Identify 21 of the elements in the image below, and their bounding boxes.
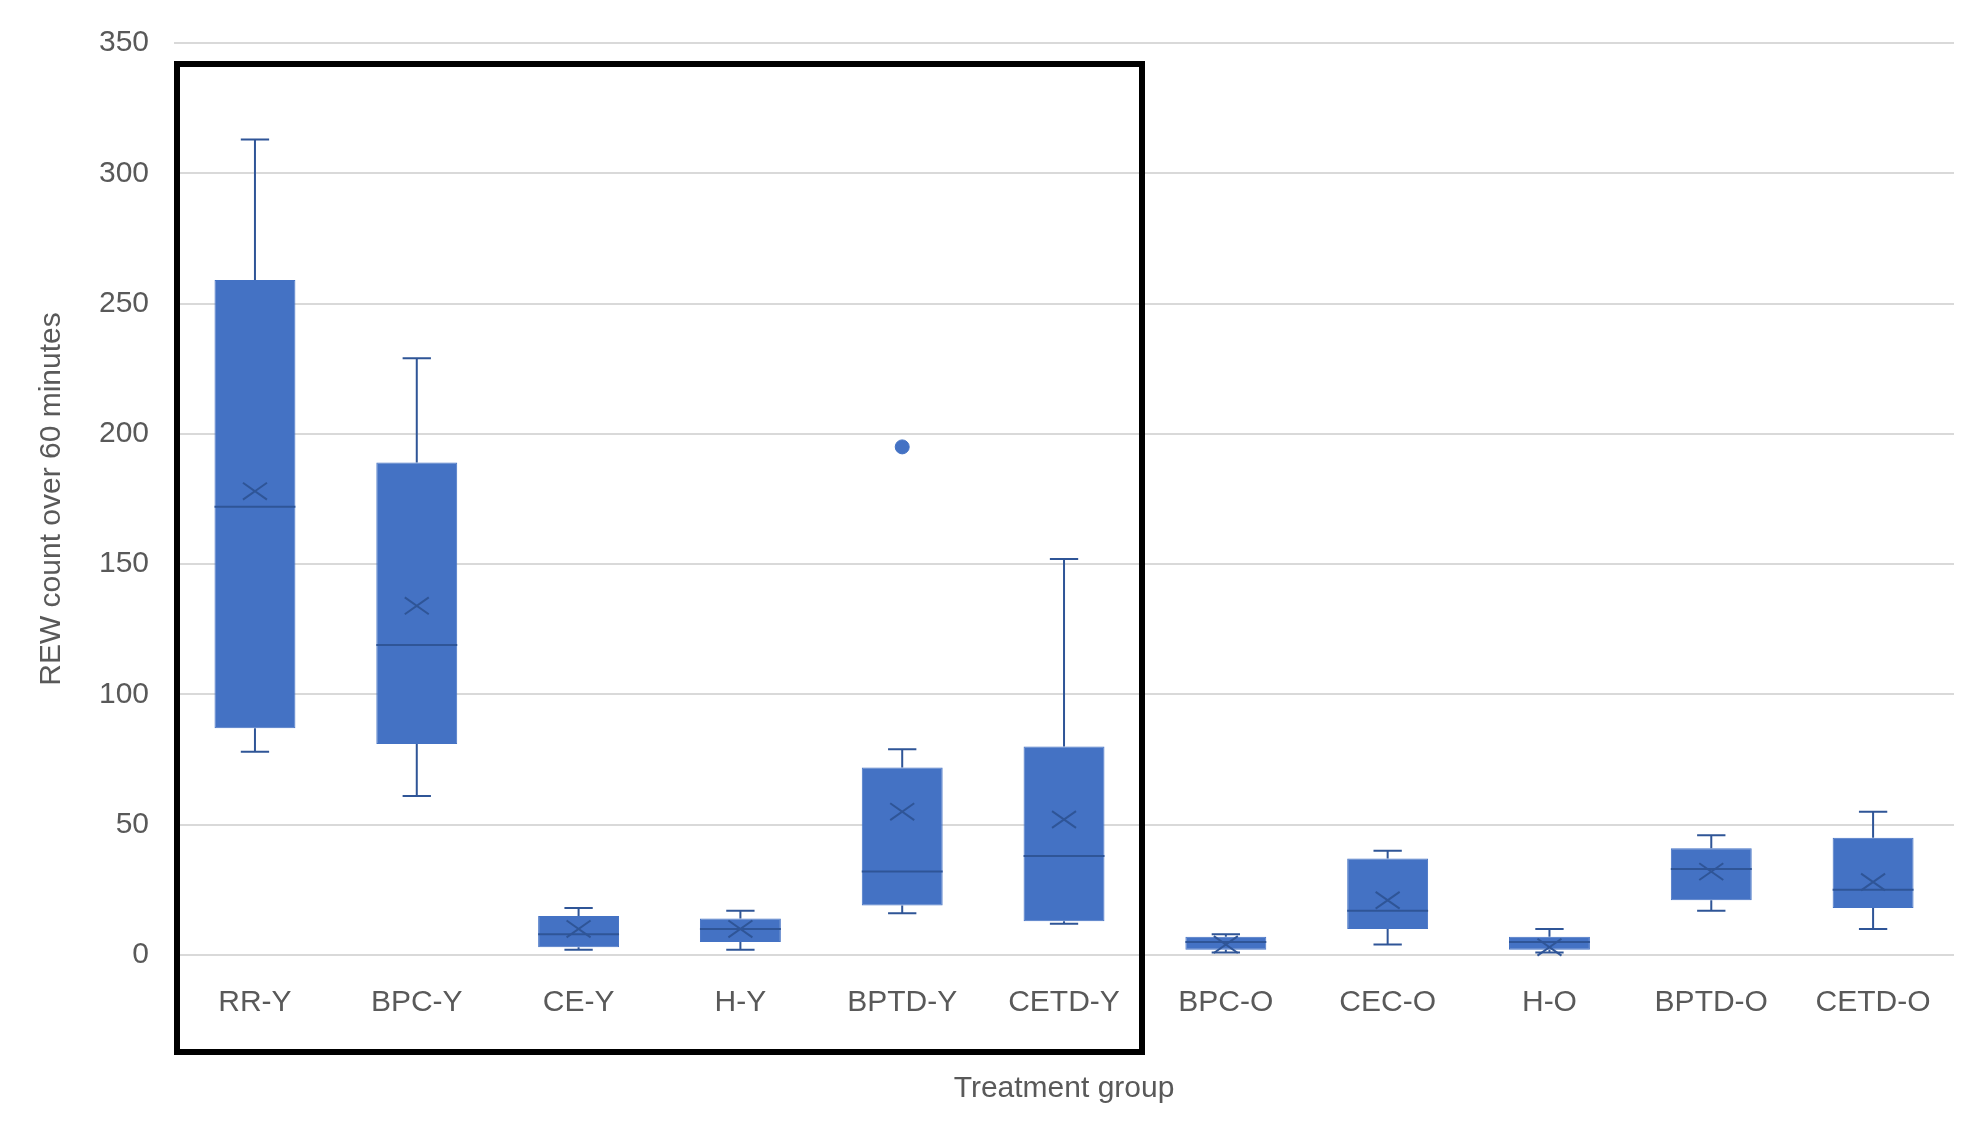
x-tick-label: H-O	[1521, 984, 1577, 1018]
y-tick-label: 50	[115, 805, 150, 839]
y-axis-title: REW count over 60 minutes	[33, 312, 67, 686]
x-tick-label: CEC-O	[1339, 984, 1436, 1018]
x-tick-label: BPC-Y	[370, 984, 463, 1018]
x-tick-label: CE-Y	[542, 984, 615, 1018]
x-tick-label: CETD-O	[1815, 984, 1931, 1018]
x-axis-title: Treatment group	[953, 1070, 1175, 1104]
x-tick-label: BPTD-Y	[847, 984, 958, 1018]
y-tick-label: 150	[98, 545, 150, 579]
y-tick-label: 300	[98, 154, 150, 188]
y-tick-label: 0	[132, 936, 150, 970]
x-tick-label: H-Y	[714, 984, 767, 1018]
x-tick-label: BPTD-O	[1654, 984, 1768, 1018]
x-tick-label: BPC-O	[1178, 984, 1274, 1018]
y-tick-label: 250	[98, 284, 150, 318]
x-tick-label: RR-Y	[218, 984, 292, 1018]
x-tick-label: CETD-Y	[1008, 984, 1120, 1018]
y-tick-label: 350	[98, 24, 150, 58]
y-tick-label: 100	[98, 675, 150, 709]
y-tick-label: 200	[98, 415, 150, 449]
